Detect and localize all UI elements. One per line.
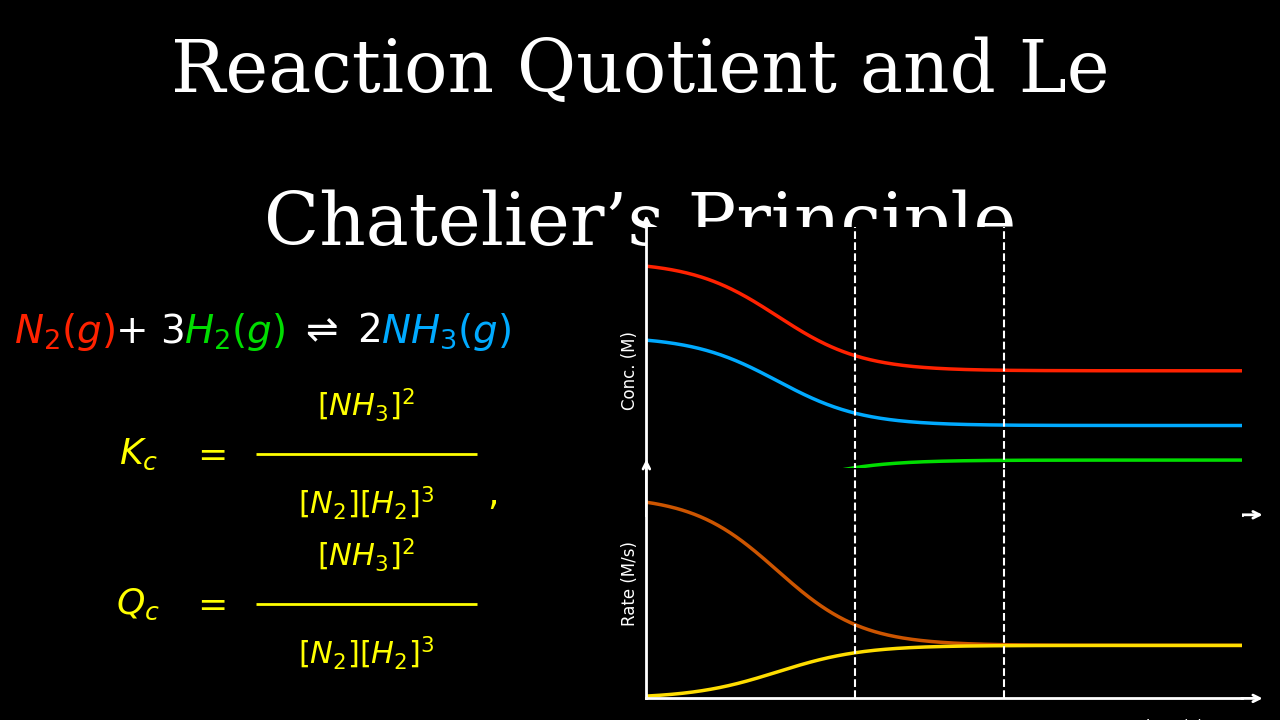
Text: $+\ 3$: $+\ 3$ <box>115 313 184 350</box>
Text: Chatelier’s Principle: Chatelier’s Principle <box>264 189 1016 260</box>
Y-axis label: Conc. (M): Conc. (M) <box>622 331 640 410</box>
Text: $[NH_3]^2$: $[NH_3]^2$ <box>317 536 415 574</box>
Text: $,$: $,$ <box>488 477 498 512</box>
Text: $\ \rightleftharpoons\ 2$: $\ \rightleftharpoons\ 2$ <box>285 313 381 350</box>
Y-axis label: Rate (M/s): Rate (M/s) <box>622 541 640 626</box>
Text: $=$: $=$ <box>189 437 225 472</box>
Text: $[NH_3]^2$: $[NH_3]^2$ <box>317 387 415 424</box>
Text: $[N_2][H_2]^3$: $[N_2][H_2]^3$ <box>298 634 434 672</box>
Text: $=$: $=$ <box>189 587 225 621</box>
X-axis label: Time (s): Time (s) <box>1137 535 1204 553</box>
Text: $\it{H_2(g)}$: $\it{H_2(g)}$ <box>184 310 285 353</box>
Text: $[N_2][H_2]^3$: $[N_2][H_2]^3$ <box>298 485 434 522</box>
Text: $K_c$: $K_c$ <box>119 437 157 472</box>
Text: $Q_c$: $Q_c$ <box>116 586 160 621</box>
Text: Reaction Quotient and Le: Reaction Quotient and Le <box>170 37 1110 107</box>
X-axis label: Time (s): Time (s) <box>1137 719 1204 720</box>
Text: $\it{NH_3(g)}$: $\it{NH_3(g)}$ <box>381 310 511 353</box>
Text: $\it{N_2(g)}$: $\it{N_2(g)}$ <box>14 310 115 353</box>
